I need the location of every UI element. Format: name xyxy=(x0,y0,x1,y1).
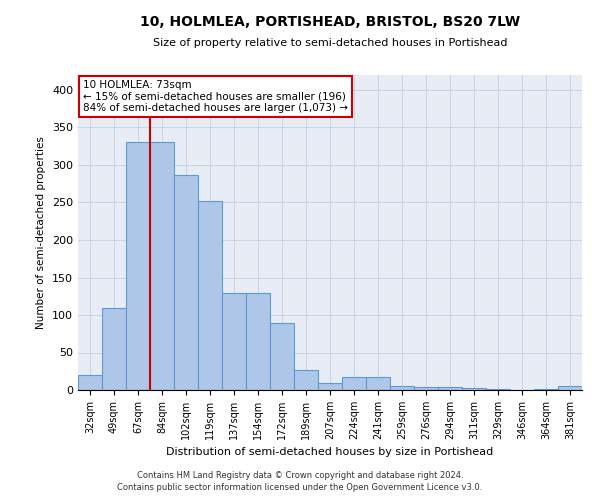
Text: Size of property relative to semi-detached houses in Portishead: Size of property relative to semi-detach… xyxy=(153,38,507,48)
Bar xyxy=(558,386,582,390)
Text: Contains public sector information licensed under the Open Government Licence v3: Contains public sector information licen… xyxy=(118,484,482,492)
Text: Contains HM Land Registry data © Crown copyright and database right 2024.: Contains HM Land Registry data © Crown c… xyxy=(137,471,463,480)
Bar xyxy=(198,201,222,390)
Bar xyxy=(318,382,342,390)
Bar xyxy=(270,322,294,390)
Bar xyxy=(390,386,414,390)
Bar xyxy=(534,389,558,390)
Text: 10, HOLMLEA, PORTISHEAD, BRISTOL, BS20 7LW: 10, HOLMLEA, PORTISHEAD, BRISTOL, BS20 7… xyxy=(140,15,520,29)
Bar xyxy=(414,387,438,390)
Bar xyxy=(342,376,366,390)
Bar xyxy=(78,375,102,390)
Bar xyxy=(174,175,198,390)
Bar xyxy=(366,378,390,390)
Bar xyxy=(222,292,246,390)
Bar xyxy=(486,389,510,390)
Bar xyxy=(150,142,174,390)
Bar xyxy=(294,370,318,390)
Bar xyxy=(246,292,270,390)
Bar xyxy=(102,308,126,390)
Text: 10 HOLMLEA: 73sqm
← 15% of semi-detached houses are smaller (196)
84% of semi-de: 10 HOLMLEA: 73sqm ← 15% of semi-detached… xyxy=(83,80,348,113)
Bar xyxy=(462,388,486,390)
Y-axis label: Number of semi-detached properties: Number of semi-detached properties xyxy=(37,136,46,329)
X-axis label: Distribution of semi-detached houses by size in Portishead: Distribution of semi-detached houses by … xyxy=(166,448,494,458)
Bar xyxy=(126,142,150,390)
Bar xyxy=(438,387,462,390)
